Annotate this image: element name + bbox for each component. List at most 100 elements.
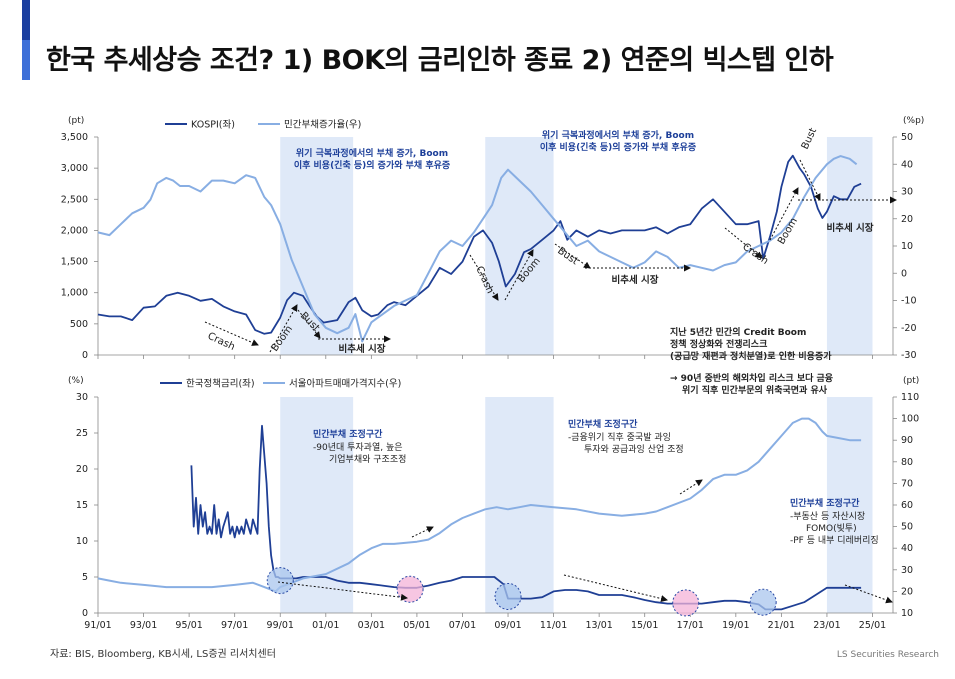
x-tick-label: 11/01 bbox=[540, 620, 567, 631]
y-right-tick-label: 80 bbox=[901, 457, 913, 468]
annotation-text: 위기 극복과정에서의 부채 증가, Boom bbox=[542, 129, 694, 141]
y-left-unit: (%) bbox=[68, 376, 84, 386]
annotation-title: 민간부채 조정구간 bbox=[568, 418, 638, 430]
highlight-circle bbox=[672, 589, 700, 617]
annotation-boom: Boom bbox=[776, 216, 800, 246]
crash-arrow bbox=[204, 321, 259, 346]
x-tick-label: 21/01 bbox=[768, 620, 795, 631]
x-tick-label: 03/01 bbox=[358, 620, 385, 631]
series-line-dark bbox=[97, 154, 862, 335]
shaded-period-0-1 bbox=[485, 137, 554, 355]
y-right-unit: (%p) bbox=[903, 116, 924, 126]
y-right-tick-label: 90 bbox=[901, 435, 913, 446]
annotation-bust: Bust bbox=[555, 245, 580, 267]
annotation-title: 민간부채 조정구간 bbox=[790, 497, 860, 509]
brand-footer: LS Securities Research bbox=[836, 650, 939, 660]
y-right-tick-label: -20 bbox=[901, 323, 917, 334]
annotation-text: FOMO(빚투) bbox=[806, 523, 857, 534]
annotation-text: 위기 극복과정에서의 부채 증가, Boom bbox=[296, 147, 448, 159]
annotation-text: 투자와 공급과잉 산업 조정 bbox=[584, 443, 684, 455]
y-right-tick-label: 100 bbox=[901, 414, 919, 425]
y-right-tick-label: 0 bbox=[901, 268, 907, 279]
annotation-text: -금융위기 직후 중국발 과잉 bbox=[568, 431, 671, 443]
y-right-unit: (pt) bbox=[903, 376, 919, 386]
y-left-tick-label: 25 bbox=[76, 428, 88, 439]
annotation-sideways: 비추세 시장 bbox=[338, 343, 385, 355]
legend-label: 한국정책금리(좌) bbox=[186, 379, 255, 390]
y-left-unit: (pt) bbox=[68, 116, 84, 126]
shaded-period-1-1 bbox=[485, 397, 554, 613]
annotation-sideways: 비추세 시장 bbox=[826, 222, 873, 234]
title-accent-bar-dark bbox=[22, 0, 30, 40]
series-line-light bbox=[97, 417, 862, 593]
x-tick-label: 19/01 bbox=[722, 620, 749, 631]
x-tick-label: 23/01 bbox=[813, 620, 840, 631]
y-right-tick-label: 40 bbox=[901, 159, 913, 170]
y-right-tick-label: 20 bbox=[901, 214, 913, 225]
y-right-tick-label: 40 bbox=[901, 543, 913, 554]
boom-arrow bbox=[504, 249, 534, 301]
x-tick-label: 91/01 bbox=[84, 620, 111, 631]
y-right-tick-label: 110 bbox=[901, 392, 919, 403]
trend-arrow bbox=[679, 479, 703, 495]
x-tick-label: 99/01 bbox=[267, 620, 294, 631]
highlight-circle bbox=[494, 582, 522, 610]
annotation-text: (공급망 재편과 정치분열)로 인한 비용증가 bbox=[670, 350, 832, 362]
y-left-tick-label: 15 bbox=[76, 500, 88, 511]
trend-arrow bbox=[563, 574, 668, 602]
x-tick-label: 95/01 bbox=[175, 620, 202, 631]
title-accent-bar bbox=[22, 0, 30, 80]
annotation-title: 민간부채 조정구간 bbox=[313, 428, 383, 440]
y-right-tick-label: 70 bbox=[901, 478, 913, 489]
annotation-sideways: 비추세 시장 bbox=[611, 274, 658, 286]
x-tick-label: 05/01 bbox=[403, 620, 430, 631]
bust-arrow bbox=[297, 309, 321, 339]
boom-arrow bbox=[269, 304, 298, 353]
legend-label: 서울아파트매매가격지수(우) bbox=[289, 378, 401, 390]
y-left-tick-label: 0 bbox=[82, 608, 88, 619]
y-left-tick-label: 3,500 bbox=[61, 132, 88, 143]
y-right-tick-label: 60 bbox=[901, 500, 913, 511]
annotation-text: → 90년 중반의 해외차입 리스크 보다 금융 bbox=[670, 372, 833, 384]
trend-arrow bbox=[844, 584, 893, 604]
shaded-period-1-2 bbox=[826, 397, 873, 613]
annotation-text: 이후 비용(긴축 등)의 증가와 부채 후유증 bbox=[294, 159, 450, 171]
annotation-text: 정책 정상화와 전쟁리스크 bbox=[670, 338, 767, 350]
x-tick-label: 17/01 bbox=[677, 620, 704, 631]
bust-arrow bbox=[554, 243, 591, 269]
x-tick-label: 15/01 bbox=[631, 620, 658, 631]
annotation-text: -부동산 등 자산시장 bbox=[790, 511, 865, 522]
annotation-text: 이후 비용(긴축 등)의 증가와 부채 후유증 bbox=[540, 141, 696, 153]
y-left-tick-label: 30 bbox=[76, 392, 88, 403]
crash-arrow bbox=[469, 254, 499, 301]
y-left-tick-label: 1,000 bbox=[61, 288, 88, 299]
x-tick-label: 07/01 bbox=[449, 620, 476, 631]
y-right-tick-label: 30 bbox=[901, 187, 913, 198]
x-tick-label: 97/01 bbox=[221, 620, 248, 631]
x-tick-label: 25/01 bbox=[859, 620, 886, 631]
shaded-period-0-2 bbox=[826, 137, 873, 355]
x-tick-label: 01/01 bbox=[312, 620, 339, 631]
annotation-text: -90년대 투자과열, 높은 bbox=[313, 442, 403, 453]
y-left-tick-label: 3,000 bbox=[61, 163, 88, 174]
x-tick-label: 13/01 bbox=[585, 620, 612, 631]
y-right-tick-label: 20 bbox=[901, 586, 913, 597]
trend-arrow bbox=[277, 581, 408, 601]
y-left-tick-label: 20 bbox=[76, 464, 88, 475]
y-left-tick-label: 2,000 bbox=[61, 225, 88, 236]
y-right-tick-label: 50 bbox=[901, 522, 913, 533]
y-left-tick-label: 0 bbox=[82, 350, 88, 361]
y-right-tick-label: -30 bbox=[901, 350, 917, 361]
x-tick-label: 93/01 bbox=[130, 620, 157, 631]
y-left-tick-label: 5 bbox=[82, 572, 88, 583]
shaded-period-0-0 bbox=[280, 137, 354, 355]
annotation-bust: Bust bbox=[800, 126, 819, 151]
annotation-text: -PF 등 내부 디레버리징 bbox=[790, 535, 879, 546]
x-tick-label: 09/01 bbox=[494, 620, 521, 631]
highlight-circle bbox=[266, 567, 294, 595]
page-title: 한국 추세상승 조건? 1) BOK의 금리인하 종료 2) 연준의 빅스텝 인… bbox=[46, 45, 834, 76]
legend-label: KOSPI(좌) bbox=[191, 120, 235, 131]
highlight-circle bbox=[396, 575, 424, 603]
boom-arrow bbox=[769, 187, 799, 241]
annotation-text: 기업부채와 구조조정 bbox=[329, 453, 406, 465]
